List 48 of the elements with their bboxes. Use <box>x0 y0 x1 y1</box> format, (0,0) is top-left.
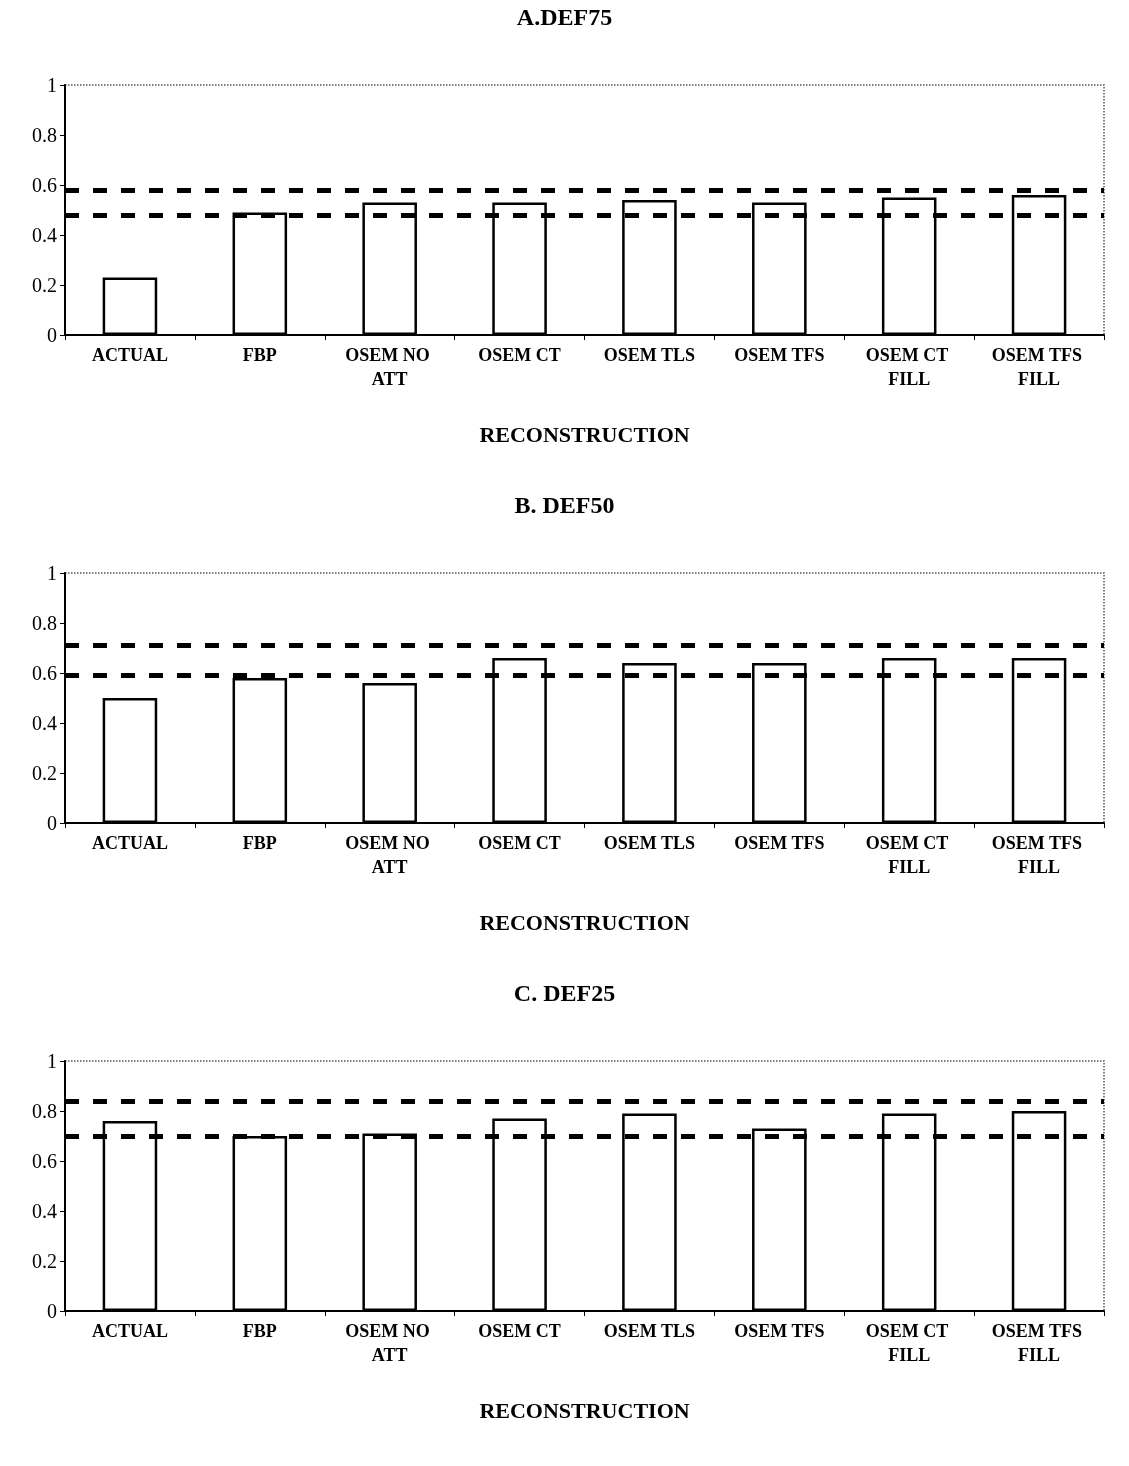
chart-title: C. DEF25 <box>513 980 616 1006</box>
x-tick-label: OSEM CT FILL <box>865 1321 953 1365</box>
y-tick-label: 0.6 <box>32 662 57 684</box>
y-tick-label: 0.4 <box>32 1200 57 1222</box>
x-tick-label: OSEM TFS FILL <box>991 1321 1087 1365</box>
x-tick-label: FBP <box>242 345 277 365</box>
x-tick-label: OSEM NO ATT <box>345 345 435 389</box>
x-axis-title: RECONSTRUCTION <box>479 1397 690 1423</box>
y-tick-label: 1 <box>47 1050 57 1072</box>
y-tick-label: 0.6 <box>32 174 57 196</box>
x-tick-label: OSEM TLS <box>603 833 696 853</box>
x-tick-label: FBP <box>242 833 277 853</box>
chart-title: A.DEF75 <box>516 4 613 30</box>
x-tick-label: OSEM CT <box>478 345 561 365</box>
x-axis-title: RECONSTRUCTION <box>479 421 690 447</box>
y-tick-label: 0.8 <box>32 124 57 146</box>
x-tick-label: ACTUAL <box>91 1321 168 1341</box>
x-tick-label: OSEM NO ATT <box>345 833 435 877</box>
x-tick-label: OSEM TFS <box>734 833 825 853</box>
x-tick-label: ACTUAL <box>91 833 168 853</box>
x-tick-label: OSEM CT <box>478 1321 561 1341</box>
x-tick-label: OSEM NO ATT <box>345 1321 435 1365</box>
y-tick-label: 0.2 <box>32 274 57 296</box>
x-tick-label: FBP <box>242 1321 277 1341</box>
y-tick-label: 0.2 <box>32 762 57 784</box>
x-tick-label: OSEM TLS <box>603 345 696 365</box>
x-tick-label: OSEM CT FILL <box>865 833 953 877</box>
x-tick-label: OSEM TFS <box>734 1321 825 1341</box>
x-tick-label: ACTUAL <box>91 345 168 365</box>
y-tick-label: 0.8 <box>32 1100 57 1122</box>
y-tick-label: 1 <box>47 562 57 584</box>
x-tick-label: OSEM CT FILL <box>865 345 953 389</box>
y-tick-label: 0 <box>47 324 57 346</box>
y-tick-label: 0 <box>47 812 57 834</box>
x-tick-label: OSEM TLS <box>603 1321 696 1341</box>
x-tick-label: OSEM TFS FILL <box>991 833 1087 877</box>
x-tick-label: OSEM TFS <box>734 345 825 365</box>
chart-title: B. DEF50 <box>514 492 615 518</box>
x-tick-label: OSEM CT <box>478 833 561 853</box>
y-tick-label: 0.8 <box>32 612 57 634</box>
x-tick-label: OSEM TFS FILL <box>991 345 1087 389</box>
y-tick-label: 0.2 <box>32 1250 57 1272</box>
y-tick-label: 0.4 <box>32 224 57 246</box>
y-tick-label: 0.6 <box>32 1150 57 1172</box>
y-tick-label: 0.4 <box>32 712 57 734</box>
y-tick-label: 0 <box>47 1300 57 1322</box>
y-tick-label: 1 <box>47 74 57 96</box>
x-axis-title: RECONSTRUCTION <box>479 909 690 935</box>
